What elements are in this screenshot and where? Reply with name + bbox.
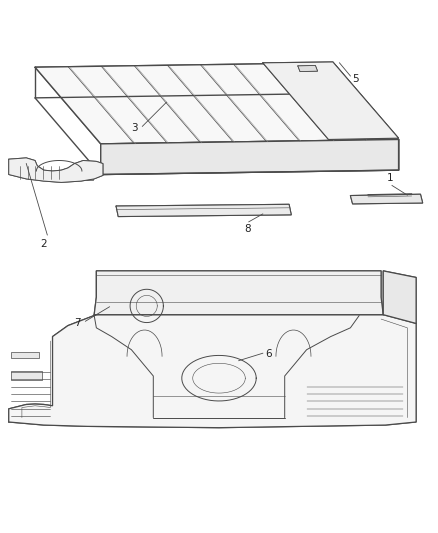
Bar [348, 280, 372, 294]
Polygon shape [101, 140, 399, 174]
Circle shape [112, 307, 116, 311]
Bar [136, 211, 152, 214]
Text: 8: 8 [244, 224, 251, 235]
Bar [129, 282, 153, 295]
Text: 5: 5 [353, 74, 359, 84]
Bar [79, 172, 93, 180]
Polygon shape [9, 310, 416, 427]
Bar [390, 284, 407, 297]
Bar [11, 371, 42, 381]
Text: 3: 3 [131, 123, 138, 133]
Polygon shape [350, 194, 423, 204]
Polygon shape [383, 271, 416, 324]
Bar [246, 211, 263, 214]
Bar [296, 400, 328, 406]
Text: 1: 1 [386, 173, 393, 183]
Polygon shape [298, 66, 318, 71]
Bar [191, 211, 208, 214]
Bar [296, 410, 328, 418]
Bar [219, 211, 235, 214]
Polygon shape [94, 271, 383, 314]
Circle shape [113, 277, 120, 284]
Circle shape [109, 304, 119, 314]
Text: 6: 6 [265, 349, 272, 359]
Circle shape [220, 277, 227, 284]
Polygon shape [333, 63, 399, 170]
Bar [163, 211, 180, 214]
Bar [11, 352, 39, 359]
Polygon shape [35, 63, 399, 144]
Text: 7: 7 [74, 318, 81, 328]
Bar [11, 409, 42, 419]
Circle shape [189, 277, 196, 284]
Bar [162, 282, 186, 295]
Polygon shape [9, 158, 103, 182]
Polygon shape [116, 204, 291, 216]
Text: 2: 2 [40, 239, 47, 249]
Polygon shape [263, 62, 399, 140]
Circle shape [303, 277, 310, 284]
